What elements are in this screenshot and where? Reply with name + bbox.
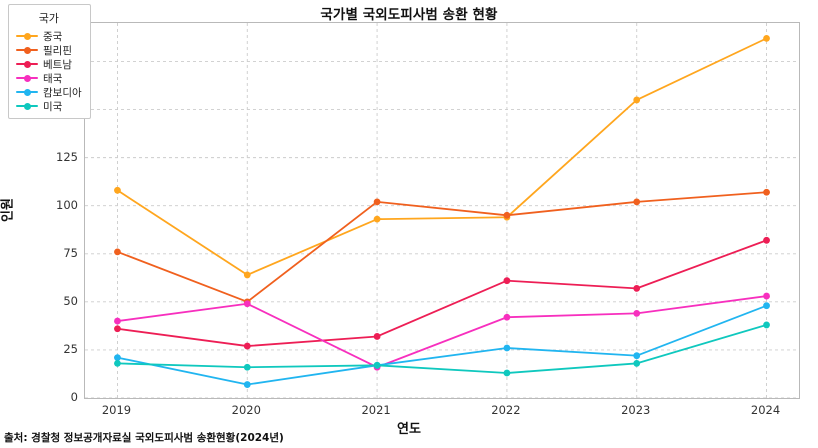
data-point (633, 198, 641, 206)
legend-item-label: 미국 (43, 100, 63, 113)
data-point (114, 354, 121, 362)
data-point (503, 211, 511, 219)
legend-color-swatch (16, 45, 38, 55)
data-point (114, 359, 121, 367)
data-point (243, 381, 251, 388)
x-tick-label: 2023 (621, 403, 651, 417)
data-point (633, 352, 641, 360)
series-line (116, 37, 768, 276)
x-tick-label: 2019 (101, 403, 132, 417)
data-point (503, 313, 511, 321)
legend-item-label: 중국 (43, 30, 63, 43)
data-point (763, 292, 770, 300)
series-line (116, 304, 768, 386)
data-point (373, 198, 381, 206)
legend-item[interactable]: 캄보디아 (16, 85, 82, 99)
data-point (763, 236, 770, 244)
legend-color-swatch (16, 101, 38, 111)
y-tick-label: 75 (63, 245, 78, 260)
data-point (114, 325, 121, 333)
legend-item-label: 베트남 (43, 58, 72, 71)
y-tick-label: 125 (56, 149, 78, 164)
x-tick-label: 2024 (750, 403, 781, 417)
chart-title: 국가별 국외도피사범 송환 현황 (320, 7, 498, 23)
y-axis-title: 인원 (0, 198, 16, 222)
data-point (243, 363, 251, 371)
data-point (114, 317, 121, 325)
legend-color-swatch (16, 73, 38, 83)
data-point (503, 277, 511, 285)
legend-rows: 중국 필리핀 베트남 태국 캄보디아 미국 (16, 29, 82, 113)
legend-item-label: 캄보디아 (43, 86, 82, 99)
data-point (243, 300, 251, 308)
data-point (763, 321, 770, 329)
series-line (116, 324, 768, 374)
data-point (503, 369, 511, 377)
y-tick-label: 0 (70, 390, 78, 404)
legend-item[interactable]: 필리핀 (16, 43, 82, 57)
data-point (503, 344, 511, 352)
data-point (373, 333, 381, 340)
x-axis-tick-labels: 2019 2020 2021 2022 2023 2024 (84, 399, 800, 419)
legend-item[interactable]: 베트남 (16, 57, 82, 71)
data-point (633, 96, 641, 104)
data-point (633, 359, 641, 367)
legend-item-label: 태국 (43, 72, 63, 85)
y-tick-label: 50 (63, 293, 78, 308)
data-point (114, 248, 121, 256)
series-line (116, 295, 768, 369)
series-line (116, 239, 768, 347)
legend-item[interactable]: 태국 (16, 71, 82, 85)
legend-color-swatch (16, 87, 38, 97)
y-tick-label: 100 (56, 197, 78, 212)
data-point (633, 309, 641, 317)
x-tick-label: 2022 (491, 403, 521, 417)
legend[interactable]: 국가 중국 필리핀 베트남 태국 캄보디아 미국 (8, 4, 91, 119)
data-point (763, 188, 770, 196)
x-tick-label: 2020 (231, 403, 261, 417)
legend-color-swatch (16, 31, 38, 41)
grid-lines (85, 23, 799, 398)
data-point (373, 215, 381, 223)
data-point (114, 186, 121, 194)
legend-item[interactable]: 중국 (16, 29, 82, 43)
legend-item-label: 필리핀 (43, 44, 72, 57)
legend-color-swatch (16, 59, 38, 69)
x-tick-label: 2021 (361, 403, 391, 417)
x-axis-title: 연도 (397, 422, 421, 437)
data-point (763, 34, 770, 42)
data-point (763, 302, 770, 310)
data-point (633, 284, 641, 292)
plot-area (84, 22, 800, 399)
series-lines (114, 34, 770, 388)
source-note: 출처: 경찰청 정보공개자료실 국외도피사범 송환현황(2024년) (4, 432, 284, 444)
series-line (116, 191, 768, 303)
data-point (243, 271, 251, 279)
legend-title: 국가 (38, 12, 59, 25)
data-point (373, 361, 381, 369)
data-point (243, 342, 251, 350)
legend-item[interactable]: 미국 (16, 99, 82, 113)
y-tick-label: 25 (63, 341, 78, 356)
